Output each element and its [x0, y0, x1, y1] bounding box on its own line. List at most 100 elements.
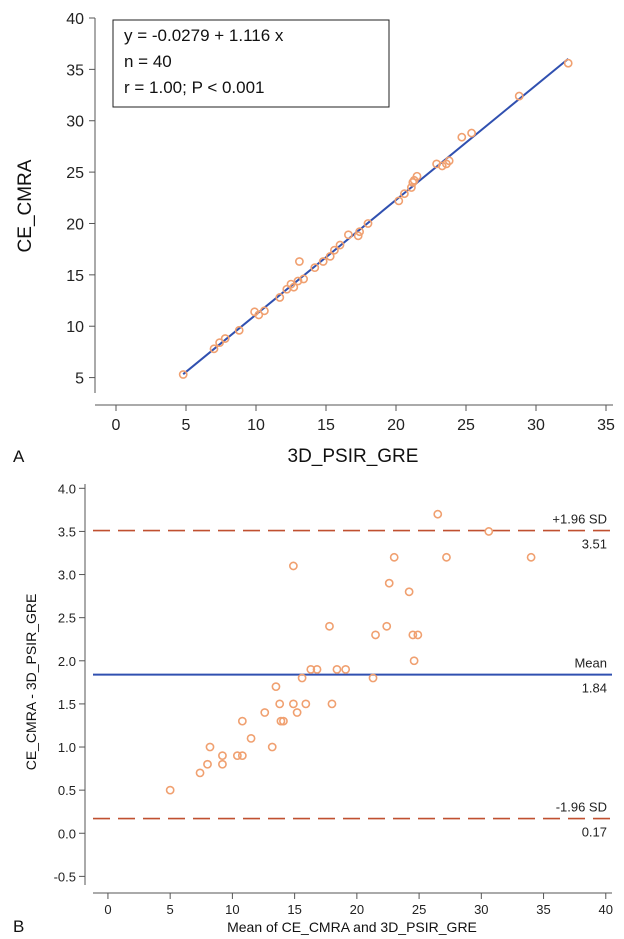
panel-b-letter: B	[13, 917, 24, 936]
data-point	[563, 58, 573, 68]
annotation-r: r = 1.00; P < 0.001	[124, 78, 265, 97]
regression-line	[182, 58, 569, 375]
data-point	[327, 699, 337, 709]
data-point	[178, 370, 188, 379]
panel-a-y-axis-title: CE_CMRA	[15, 159, 36, 252]
regression-annotation-box: y = -0.0279 + 1.116 x n = 40 r = 1.00; P…	[112, 19, 390, 108]
panel-a-chart: 5 10 15 20 25 30 35 40 0 5 10 15 20 25 30 35 y = -0.02…	[13, 11, 615, 467]
data-point	[514, 91, 524, 101]
data-point	[318, 257, 328, 266]
lower-limit-value: 0.17	[582, 825, 607, 840]
data-point	[353, 231, 363, 241]
panel-a-letter: A	[13, 447, 25, 466]
data-point	[355, 227, 364, 237]
x-tick-label: 30	[527, 417, 545, 434]
data-point	[220, 334, 230, 343]
data-point	[293, 276, 303, 286]
data-point	[234, 325, 244, 335]
data-point	[275, 699, 285, 709]
data-point	[218, 751, 227, 761]
panel-b-y-axis-title: CE_CMRA - 3D_PSIR_GRE	[23, 594, 39, 771]
data-point	[203, 759, 212, 769]
data-point	[341, 665, 351, 674]
panel-b-chart: -0.5 0.0 0.5 1.0 1.5 2.0 2.5 3.0 3.5 4.0 0 5 10 15 20…	[13, 481, 613, 936]
data-point	[165, 785, 175, 795]
data-point	[368, 673, 378, 683]
y-tick-label: 25	[66, 165, 84, 182]
annotation-equation: y = -0.0279 + 1.116 x	[124, 26, 284, 45]
data-point	[371, 630, 380, 640]
y-tick-label: 5	[75, 371, 84, 388]
data-point	[384, 578, 394, 588]
data-point	[271, 682, 281, 692]
data-point	[209, 344, 219, 354]
data-point	[409, 656, 419, 666]
data-point	[215, 338, 224, 348]
data-point	[363, 219, 373, 228]
panel-b-x-axis-title: Mean of CE_CMRA and 3D_PSIR_GRE	[227, 919, 477, 935]
data-point	[432, 159, 441, 169]
data-point	[325, 621, 334, 631]
data-point	[413, 630, 423, 640]
data-point	[444, 156, 454, 166]
data-point	[467, 128, 476, 138]
data-point	[412, 171, 422, 181]
panel-a-x-axis-title: 3D_PSIR_GRE	[288, 446, 419, 467]
y-tick-label: -0.5	[54, 869, 76, 884]
x-tick-label: 5	[167, 902, 174, 917]
data-point	[394, 196, 404, 206]
x-tick-label: 0	[104, 902, 111, 917]
data-point	[335, 240, 345, 250]
x-tick-label: 25	[412, 902, 426, 917]
y-tick-label: 20	[66, 216, 84, 233]
y-tick-label: 40	[66, 11, 84, 28]
data-point	[205, 742, 215, 752]
data-point	[306, 665, 316, 674]
data-point	[301, 699, 311, 709]
y-tick-label: 1.5	[58, 697, 76, 712]
data-point	[457, 132, 467, 142]
data-point	[526, 552, 536, 562]
data-point	[408, 630, 418, 640]
x-tick-label: 20	[350, 902, 364, 917]
x-tick-label: 5	[182, 417, 191, 434]
upper-limit-label: +1.96 SD	[552, 512, 607, 527]
data-point	[442, 552, 451, 562]
y-tick-label: 15	[66, 268, 84, 285]
y-tick-label: 3.5	[58, 524, 76, 539]
data-point	[399, 189, 409, 199]
y-tick-label: 3.0	[58, 568, 76, 583]
data-point	[288, 699, 298, 709]
upper-limit-value: 3.51	[582, 537, 607, 552]
x-tick-label: 10	[225, 902, 239, 917]
x-tick-label: 15	[317, 417, 335, 434]
mean-value: 1.84	[582, 681, 607, 696]
data-point	[289, 282, 299, 292]
x-tick-label: 15	[287, 902, 301, 917]
data-point	[329, 245, 339, 255]
data-point	[267, 742, 277, 752]
x-tick-label: 25	[457, 417, 475, 434]
y-tick-label: 35	[66, 62, 84, 79]
data-point	[195, 768, 205, 778]
lower-limit-label: -1.96 SD	[556, 800, 607, 815]
data-point	[279, 716, 288, 726]
data-point	[294, 257, 304, 266]
x-tick-label: 35	[536, 902, 550, 917]
data-point	[325, 251, 335, 261]
annotation-n: n = 40	[124, 52, 172, 71]
data-point	[484, 527, 494, 536]
y-tick-label: 0.5	[58, 783, 76, 798]
data-point	[332, 665, 342, 674]
data-point	[292, 708, 302, 717]
data-point	[343, 230, 353, 240]
data-point	[237, 751, 247, 761]
mean-label: Mean	[574, 656, 607, 671]
data-point	[232, 751, 242, 761]
data-point	[246, 733, 256, 743]
data-point	[260, 708, 270, 717]
y-tick-label: 2.5	[58, 611, 76, 626]
data-point	[404, 587, 414, 597]
data-point	[299, 274, 308, 284]
